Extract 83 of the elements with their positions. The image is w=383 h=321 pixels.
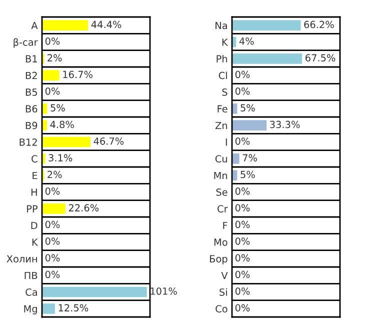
y-tick-label: B6: [26, 105, 38, 112]
data-label: 5%: [240, 104, 255, 112]
bar: [232, 20, 301, 30]
y-tick-label: Cl: [218, 72, 227, 80]
data-label: 0%: [235, 237, 250, 245]
y-tick-label: S: [222, 88, 228, 96]
bar: [42, 204, 66, 214]
data-label: 0%: [45, 187, 60, 195]
y-tick-label: Mo: [214, 238, 228, 246]
data-label: 5%: [240, 170, 255, 178]
bar: [232, 120, 267, 130]
data-label: 33.3%: [270, 120, 300, 128]
data-label: 44.4%: [91, 20, 122, 28]
y-tick-label: K: [222, 38, 228, 46]
y-tick-label: B5: [26, 88, 37, 96]
y-tick-label: Ph: [216, 54, 228, 62]
y-tick-label: E: [32, 172, 38, 180]
y-tick-label: β-car: [14, 38, 38, 48]
data-label: 0%: [45, 37, 60, 45]
y-tick-label: PP: [27, 205, 38, 212]
y-tick-label: Cu: [215, 155, 227, 162]
bar: [42, 304, 55, 314]
bar: [232, 154, 240, 164]
bar: [42, 136, 90, 148]
data-label: 66.2%: [304, 20, 334, 28]
data-label: 0%: [45, 237, 60, 245]
data-label: 0%: [235, 137, 250, 145]
bar: [42, 120, 47, 130]
y-tick-label: Fe: [218, 105, 228, 112]
y-tick-label: C: [32, 155, 38, 162]
data-label: 2%: [48, 54, 62, 62]
y-tick-label: Ca: [26, 288, 37, 296]
data-label: 0%: [235, 87, 250, 95]
data-label: 4%: [239, 37, 254, 45]
y-tick-label: Na: [216, 22, 227, 30]
y-tick-label: Холин: [6, 255, 37, 262]
data-label: 4.8%: [50, 120, 74, 128]
y-tick-label: D: [31, 222, 38, 230]
y-tick-label: V: [221, 272, 228, 280]
data-label: 5%: [50, 104, 65, 112]
y-tick-label: B12: [20, 138, 37, 146]
data-label: 2%: [48, 170, 62, 178]
y-tick-label: Cr: [218, 205, 228, 212]
y-tick-label: Zn: [215, 122, 228, 130]
data-label: 0%: [235, 70, 250, 78]
data-label: 0%: [235, 287, 250, 295]
bar: [42, 286, 147, 298]
data-label: 0%: [235, 204, 250, 212]
y-tick-label: Mn: [214, 172, 228, 180]
y-tick-label: Бор: [210, 255, 228, 264]
data-label: 0%: [45, 254, 60, 262]
data-label: 0%: [235, 187, 250, 195]
data-label: 7%: [242, 154, 257, 162]
y-tick-label: B1: [26, 55, 37, 62]
data-label: 0%: [45, 87, 60, 95]
bar: [232, 54, 302, 64]
data-label: 0%: [235, 254, 250, 262]
y-tick-label: B2: [26, 72, 37, 80]
y-tick-label: I: [226, 138, 227, 146]
bar: [42, 20, 88, 30]
y-tick-label: Si: [220, 288, 227, 296]
y-tick-label: Mg: [24, 305, 37, 314]
data-label: 67.5%: [306, 54, 336, 62]
data-label: 0%: [235, 270, 250, 278]
data-label: 46.7%: [94, 137, 124, 145]
data-label: 0%: [235, 304, 250, 312]
data-label: 16.7%: [63, 70, 92, 78]
y-tick-label: B9: [26, 122, 38, 130]
data-label: 0%: [45, 270, 60, 278]
y-tick-label: Co: [216, 305, 228, 312]
bar: [42, 70, 60, 80]
y-tick-label: A: [31, 22, 38, 30]
y-tick-label: Se: [216, 188, 228, 196]
data-label: 0%: [45, 220, 60, 228]
data-label: 12.5%: [58, 304, 88, 312]
data-label: 0%: [235, 220, 250, 228]
data-label: 22.6%: [68, 204, 99, 212]
y-tick-label: F: [223, 222, 228, 230]
y-tick-label: K: [32, 238, 38, 246]
y-tick-label: ПВ: [24, 272, 38, 280]
data-label: 101%: [150, 287, 177, 295]
data-label: 3.1%: [48, 154, 72, 162]
y-tick-label: H: [31, 188, 37, 196]
